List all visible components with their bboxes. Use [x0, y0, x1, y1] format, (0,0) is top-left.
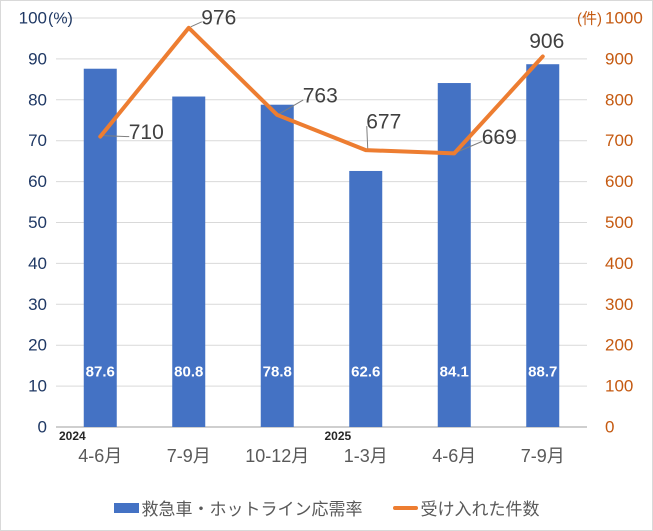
- bar-value-label: 62.6: [351, 364, 380, 381]
- line-value-label: 710: [129, 121, 164, 144]
- right-axis-tick-label: 700: [605, 131, 633, 150]
- bar: [260, 104, 294, 427]
- line-series: [98, 25, 545, 156]
- data-label-leader-line: [456, 140, 483, 153]
- left-axis-tick-label: 30: [28, 295, 47, 314]
- bar-value-label: 78.8: [263, 364, 292, 381]
- right-axis-tick-label: 1000: [605, 9, 643, 28]
- left-axis-tick-label: 80: [28, 90, 47, 109]
- data-label-leader-line: [278, 99, 304, 115]
- legend-label-line-series: 受け入れた件数: [420, 500, 540, 519]
- right-axis-tick-label: 100: [605, 377, 633, 396]
- left-axis-tick-label: 90: [28, 49, 47, 68]
- x-axis-category-label: 4-6月: [78, 446, 122, 466]
- bar-value-label: 80.8: [174, 364, 203, 381]
- left-axis-tick-label: 70: [28, 131, 47, 150]
- x-axis-year-label: 2025: [325, 429, 352, 443]
- right-axis-tick-label: 500: [605, 213, 633, 232]
- legend: 救急車・ホットライン応需率 受け入れた件数: [1, 495, 652, 520]
- left-axis-tick-label: 100: [19, 9, 47, 28]
- line-value-label: 976: [201, 6, 236, 29]
- bar-value-label: 88.7: [528, 364, 557, 381]
- line-value-label: 763: [303, 84, 338, 107]
- bar: [83, 68, 117, 427]
- x-axis-year-label: 2024: [59, 429, 86, 443]
- line-series-swatch-icon: [392, 505, 418, 510]
- x-axis-category-label: 7-9月: [521, 446, 565, 466]
- right-axis-tick-label: 400: [605, 254, 633, 273]
- left-axis-unit-label: (%): [48, 11, 73, 28]
- right-axis-tick-label: 300: [605, 295, 633, 314]
- left-axis-tick-label: 20: [28, 336, 47, 355]
- x-axis-category-label: 1-3月: [344, 446, 388, 466]
- x-axis-category-label: 10-12月: [245, 446, 309, 466]
- right-axis-tick-label: 600: [605, 172, 633, 191]
- line-value-label: 906: [529, 30, 564, 53]
- right-axis-tick-label: 0: [605, 418, 614, 437]
- bar: [172, 96, 206, 427]
- line-value-label: 669: [482, 126, 517, 149]
- bar-series-swatch-icon: [113, 502, 139, 513]
- left-axis-tick-label: 60: [28, 172, 47, 191]
- x-axis-category-label: 7-9月: [167, 446, 211, 466]
- legend-item-bar-series: 救急車・ホットライン応需率: [113, 495, 363, 520]
- data-label-leader-line: [190, 21, 202, 28]
- legend-label-bar-series: 救急車・ホットライン応需率: [141, 500, 363, 519]
- bar-value-label: 87.6: [86, 364, 115, 381]
- right-axis-unit-label: (件): [577, 11, 602, 28]
- x-axis-category-label: 4-6月: [432, 446, 476, 466]
- right-axis-tick-label: 200: [605, 336, 633, 355]
- data-label-leader-line: [366, 126, 369, 150]
- left-axis-tick-label: 0: [38, 418, 47, 437]
- left-axis-tick-label: 40: [28, 254, 47, 273]
- data-label-leader-line: [102, 135, 130, 138]
- left-axis-tick-label: 10: [28, 377, 47, 396]
- bar: [349, 170, 383, 427]
- left-axis-tick-label: 50: [28, 213, 47, 232]
- bar-value-label: 84.1: [440, 364, 469, 381]
- line-value-label: 677: [366, 111, 401, 134]
- bar: [526, 64, 560, 428]
- right-axis-tick-label: 800: [605, 90, 633, 109]
- legend-item-line-series: 受け入れた件数: [392, 495, 540, 520]
- right-axis-tick-label: 900: [605, 49, 633, 68]
